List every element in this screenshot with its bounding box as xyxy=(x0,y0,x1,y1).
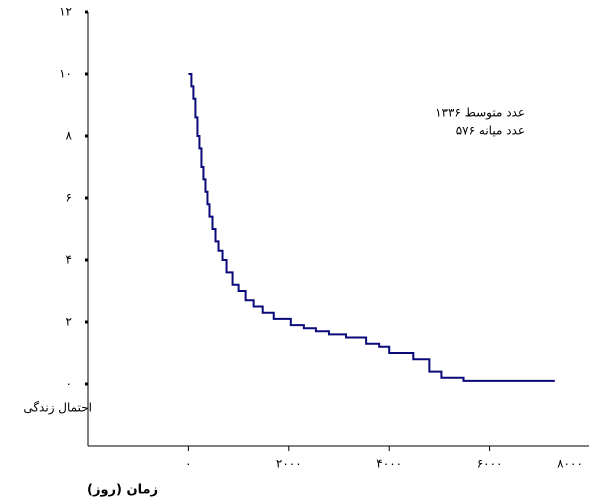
x-tick-label: ۲۰۰۰ xyxy=(276,457,302,471)
y-tick-label: ۸ xyxy=(66,129,73,143)
y-tick-label: ۲ xyxy=(66,315,72,329)
y-axis-label: احتمال زندگی xyxy=(23,401,92,416)
y-tick-label: ۱۰ xyxy=(59,67,72,81)
y-tick xyxy=(85,196,88,200)
y-tick xyxy=(85,10,88,14)
x-axis-label: زمان (روز) xyxy=(87,483,158,498)
x-tick-label: ۴۰۰۰ xyxy=(376,457,402,471)
y-tick xyxy=(85,134,88,138)
x-tick-label: ۶۰۰۰ xyxy=(477,457,503,471)
x-tick-label: ۸۰۰۰ xyxy=(557,457,583,471)
annotation: عدد میانه ۵۷۶ xyxy=(456,124,525,138)
y-tick-label: ۶ xyxy=(66,191,72,205)
y-tick-label: ۰ xyxy=(66,377,72,391)
x-tick-label: ۰ xyxy=(185,457,191,471)
y-tick xyxy=(85,320,88,324)
y-tick xyxy=(85,258,88,262)
survival-line xyxy=(188,73,555,382)
y-tick xyxy=(85,382,88,386)
annotation: عدد متوسط ۱۳۳۶ xyxy=(435,106,525,121)
y-tick-label: ۱۲ xyxy=(59,5,72,19)
y-tick-label: ۴ xyxy=(66,253,72,267)
y-tick xyxy=(85,72,88,76)
